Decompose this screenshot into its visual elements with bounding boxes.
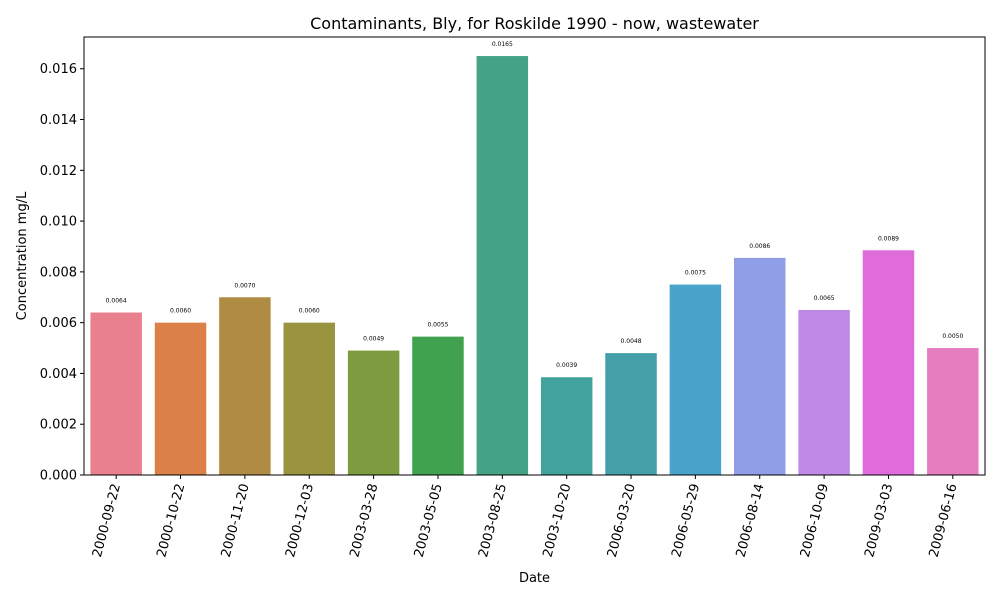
y-tick-label: 0.000: [40, 469, 77, 484]
bar: [347, 350, 400, 475]
bar: [798, 309, 850, 475]
x-tick-label: 2003-03-28: [347, 482, 381, 559]
bar-value-label: 0.0086: [749, 243, 770, 250]
x-tick-label: 2000-11-20: [219, 482, 253, 559]
bar: [412, 336, 464, 475]
bar: [90, 312, 142, 475]
chart-title: Contaminants, Bly, for Roskilde 1990 - n…: [310, 14, 759, 33]
plot-frame: [83, 36, 986, 476]
bar-value-label: 0.0050: [942, 333, 963, 340]
bar: [476, 56, 529, 475]
x-tick-label: 2003-10-20: [540, 482, 574, 559]
x-axis: 2000-09-22 2000-10-22 2000-11-20 2000-12-03…: [90, 475, 961, 559]
x-tick-label: 2009-06-16: [927, 482, 961, 559]
bar: [154, 322, 207, 475]
bar-value-label: 0.0089: [878, 235, 899, 242]
bar-value-label: 0.0070: [234, 282, 255, 289]
bar: [734, 257, 786, 475]
bar-value-label: 0.0065: [814, 295, 835, 302]
bar-value-label: 0.0048: [621, 338, 642, 345]
bar-value-label: 0.0039: [556, 362, 577, 369]
x-tick-label: 2000-09-22: [90, 482, 124, 559]
bar: [605, 353, 657, 475]
y-axis-label: Concentration mg/L: [15, 191, 30, 320]
x-tick-label: 2006-03-20: [605, 482, 639, 559]
x-tick-label: 2006-08-14: [734, 482, 768, 559]
bar-value-label: 0.0049: [363, 336, 384, 343]
bar: [669, 284, 722, 475]
bar-value-label: 0.0064: [106, 297, 127, 304]
x-tick-label: 2006-05-29: [669, 482, 703, 559]
y-tick-label: 0.002: [40, 418, 77, 433]
bar: [927, 348, 979, 475]
x-tick-label: 2003-08-25: [476, 482, 510, 559]
y-tick-label: 0.014: [40, 113, 77, 128]
y-tick-label: 0.016: [40, 62, 77, 77]
x-axis-label: Date: [519, 571, 550, 586]
x-tick-label: 2000-10-22: [154, 482, 188, 559]
y-tick-label: 0.006: [40, 316, 77, 331]
y-axis: 0.000 0.002 0.004 0.006 0.008 0.010 0.012 0.014…: [40, 62, 84, 484]
bar-value-label: 0.0165: [492, 41, 513, 48]
bar-value-label: 0.0060: [170, 308, 191, 315]
bar: [219, 297, 271, 475]
y-tick-label: 0.004: [40, 367, 77, 382]
y-tick-label: 0.008: [40, 265, 77, 280]
bar-value-label: 0.0055: [427, 322, 448, 329]
x-tick-label: 2000-12-03: [283, 482, 317, 559]
y-tick-label: 0.010: [40, 215, 77, 230]
bars: 0.0064 0.0060 0.0070 0.0060 0.0049 0.0055 0.01…: [90, 41, 979, 475]
bar: [283, 322, 335, 475]
x-tick-label: 2009-03-03: [862, 482, 896, 559]
x-tick-label: 2003-05-05: [412, 482, 446, 559]
x-tick-label: 2006-10-09: [798, 482, 832, 559]
bar-value-label: 0.0075: [685, 270, 706, 277]
bar: [540, 377, 593, 475]
bar-value-label: 0.0060: [299, 308, 320, 315]
bar: [862, 250, 915, 475]
y-tick-label: 0.012: [40, 164, 77, 179]
